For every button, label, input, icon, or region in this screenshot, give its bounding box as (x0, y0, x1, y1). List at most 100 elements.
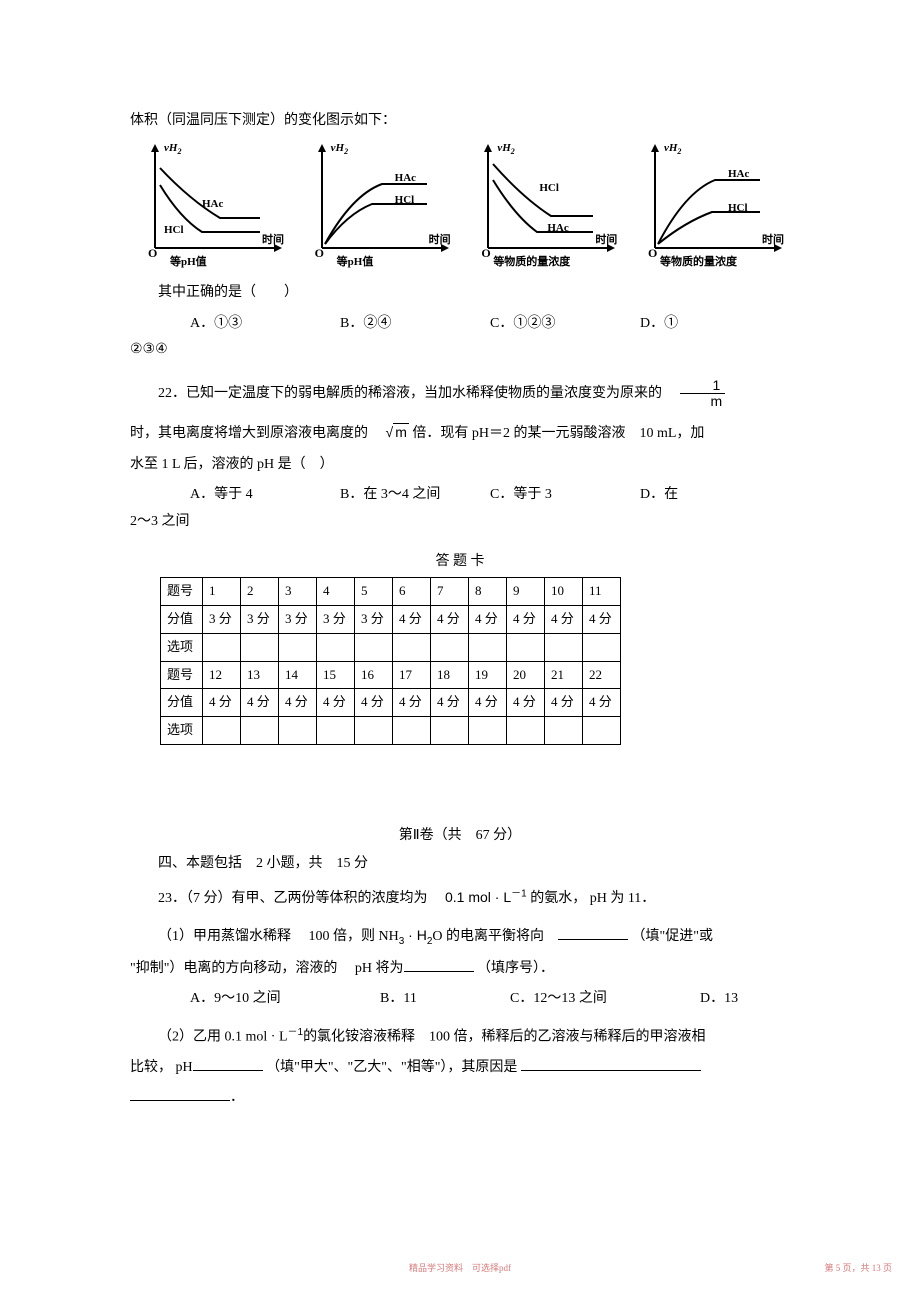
row-header: 选项 (161, 717, 203, 745)
row-header: 题号 (161, 661, 203, 689)
chart-3-bottom: 等物质的量浓度 (493, 254, 570, 272)
cell: 4 (317, 578, 355, 606)
q21-stem: 其中正确的是（ ） (130, 282, 790, 304)
cell: 17 (393, 661, 431, 689)
chart-4: vH2 HAc HCl 时间 O 等物质的量浓度 (630, 140, 790, 270)
q23-2b: 比较， pH (130, 1060, 193, 1075)
chart-4-xlabel: 时间 (762, 232, 784, 250)
q23-2a: （2）乙用 0.1 mol · L (158, 1029, 288, 1044)
cell: 4 分 (279, 689, 317, 717)
cell: 4 分 (507, 689, 545, 717)
cell: 3 (279, 578, 317, 606)
q21-opt-a: A．①③ (190, 313, 340, 335)
cell: 3 分 (355, 606, 393, 634)
q23-1-opt-b: B．11 (380, 988, 510, 1010)
chart-2-upper-label: HAc (395, 170, 416, 188)
row-header: 选项 (161, 633, 203, 661)
cell-empty (241, 633, 279, 661)
chart-2-lower-label: HCl (395, 192, 415, 210)
intro-line: 体积（同温同压下测定）的变化图示如下： (130, 110, 790, 132)
cell: 15 (317, 661, 355, 689)
cell-empty (583, 717, 621, 745)
footer-left: 精品学习资料 可选择pdf (0, 1261, 920, 1275)
cell: 5 (355, 578, 393, 606)
cell: 4 分 (507, 606, 545, 634)
q23-2-line1: （2）乙用 0.1 mol · L－1的氯化铵溶液稀释 100 倍，稀释后的乙溶… (130, 1025, 790, 1049)
cell: 20 (507, 661, 545, 689)
chart-1-origin: O (148, 244, 157, 263)
q23-2a-mid: 的氯化铵溶液稀释 100 倍，稀释后的乙溶液与稀释后的甲溶液相 (303, 1029, 706, 1044)
q23-1-opt-d: D．13 (700, 988, 760, 1010)
chart-1-bottom: 等pH值 (170, 254, 207, 272)
q21-opt-d: D．① (640, 313, 790, 335)
q21-wrap: ②③④ (130, 339, 790, 361)
cell-empty (355, 717, 393, 745)
q22-line2: 时，其电离度将增大到原溶液电离度的 m 倍．现有 pH＝2 的某一元弱酸溶液 1… (130, 421, 790, 445)
cell-empty (241, 717, 279, 745)
answer-card-title: 答 题 卡 (130, 551, 790, 573)
table-row: 分值 4 分 4 分 4 分 4 分 4 分 4 分 4 分 4 分 4 分 4… (161, 689, 621, 717)
q22-line1: 22．已知一定温度下的弱电解质的稀溶液，当加水稀释使物质的量浓度变为原来的 1 … (130, 378, 790, 410)
cell: 2 (241, 578, 279, 606)
blank (404, 958, 474, 972)
chart-1-upper-label: HAc (202, 196, 223, 214)
cell: 3 分 (279, 606, 317, 634)
cell: 8 (469, 578, 507, 606)
cell: 4 分 (583, 606, 621, 634)
cell: 4 分 (203, 689, 241, 717)
q22-wrap: 2～3 之间 (130, 511, 790, 533)
chart-4-ylabel: vH2 (664, 140, 681, 159)
table-row: 选项 (161, 633, 621, 661)
q22-block: 22．已知一定温度下的弱电解质的稀溶液，当加水稀释使物质的量浓度变为原来的 1 … (130, 378, 790, 533)
chart-4-upper-label: HAc (728, 166, 749, 184)
cell: 4 分 (431, 689, 469, 717)
table-row: 题号 12 13 14 15 16 17 18 19 20 21 22 (161, 661, 621, 689)
chart-2-bottom: 等pH值 (337, 254, 374, 272)
cell: 4 分 (583, 689, 621, 717)
cell: 10 (545, 578, 583, 606)
cell-empty (355, 633, 393, 661)
row-header: 分值 (161, 689, 203, 717)
blank (558, 926, 628, 940)
cell: 19 (469, 661, 507, 689)
cell-empty (431, 717, 469, 745)
cell: 4 分 (355, 689, 393, 717)
chart-4-bottom: 等物质的量浓度 (660, 254, 737, 272)
cell-empty (469, 633, 507, 661)
chart-4-origin: O (648, 244, 657, 263)
row-header: 题号 (161, 578, 203, 606)
cell: 14 (279, 661, 317, 689)
q23-stem-a: 23．（7 分）有甲、乙两份等体积的浓度均为 (158, 891, 442, 906)
cell-empty (507, 633, 545, 661)
chart-1: vH2 HAc HCl 时间 O 等pH值 (130, 140, 290, 270)
q22-sqrt: m (386, 421, 409, 443)
cell: 4 分 (241, 689, 279, 717)
chart-2: vH2 HAc HCl 时间 O 等pH值 (297, 140, 457, 270)
chart-3-ylabel: vH2 (497, 140, 514, 159)
cell-empty (393, 633, 431, 661)
sec4-header: 四、本题包括 2 小题，共 15 分 (130, 853, 790, 875)
chart-3-upper-label: HCl (539, 180, 559, 198)
q21-opt-c: C．①②③ (490, 313, 640, 335)
q23-1b-tail: （填序号）． (477, 961, 554, 976)
q23-2-line2: 比较， pH （填"甲大"、"乙大"、"相等"），其原因是 (130, 1057, 790, 1079)
q23-1-opt-a: A．9～10 之间 (190, 988, 380, 1010)
cell: 3 分 (203, 606, 241, 634)
q23-2c-tail: ． (230, 1090, 244, 1105)
cell: 4 分 (393, 606, 431, 634)
chart-1-xlabel: 时间 (262, 232, 284, 250)
table-row: 题号 1 2 3 4 5 6 7 8 9 10 11 (161, 578, 621, 606)
chart-2-ylabel: vH2 (331, 140, 348, 159)
cell: 4 分 (393, 689, 431, 717)
cell: 4 分 (317, 689, 355, 717)
cell-empty (393, 717, 431, 745)
q22-options: A．等于 4 B．在 3～4 之间 C．等于 3 D．在 (190, 484, 790, 506)
q22-line2-a: 时，其电离度将增大到原溶液电离度的 (130, 426, 382, 441)
cell: 6 (393, 578, 431, 606)
row-header: 分值 (161, 606, 203, 634)
cell: 9 (507, 578, 545, 606)
q23-1-line1: （1）甲用蒸馏水稀释 100 倍，则 NH3 · H2O 的电离平衡将向 （填"… (130, 924, 790, 950)
cell-empty (469, 717, 507, 745)
q22-opt-b: B．在 3～4 之间 (340, 484, 490, 506)
table-row: 分值 3 分 3 分 3 分 3 分 3 分 4 分 4 分 4 分 4 分 4… (161, 606, 621, 634)
